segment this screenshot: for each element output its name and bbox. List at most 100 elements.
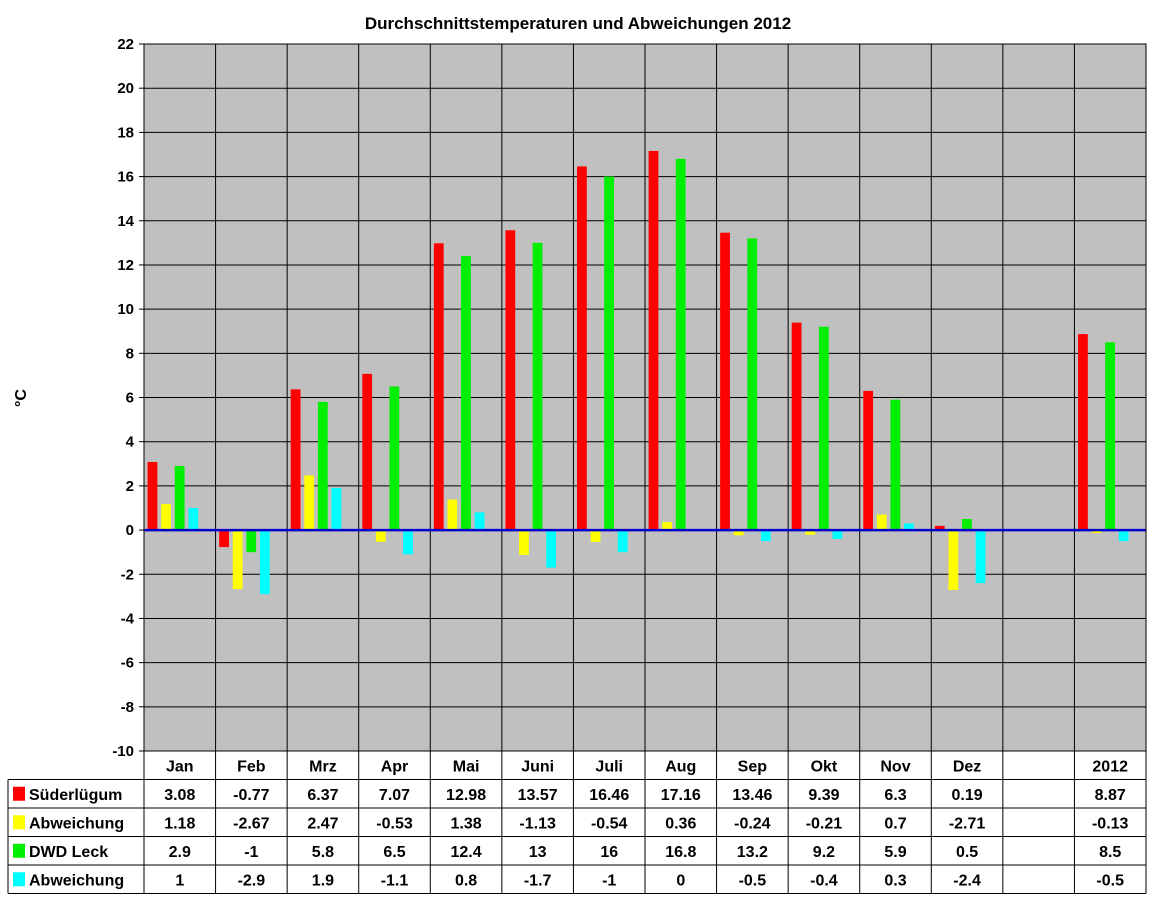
bar-2-aug xyxy=(662,522,672,531)
y-tick-label: 20 xyxy=(117,80,134,97)
table-value: 9.2 xyxy=(813,844,835,861)
table-value: -1.1 xyxy=(381,872,409,889)
y-tick-label: 2 xyxy=(126,478,134,495)
legend-swatch xyxy=(13,786,25,801)
bar-1-jan xyxy=(147,462,158,531)
table-value: 0.19 xyxy=(952,787,983,804)
table-value: 16.46 xyxy=(589,787,629,804)
table-value: 3.08 xyxy=(164,787,195,804)
table-value: 0 xyxy=(676,872,685,889)
bar-1-mai xyxy=(433,243,444,531)
bar-1-mrz xyxy=(290,389,301,531)
table-value: -1.13 xyxy=(519,815,556,832)
y-tick-label: 14 xyxy=(117,213,134,230)
y-tick-label: -2 xyxy=(121,566,134,583)
table-value: -0.4 xyxy=(810,872,838,889)
bar-2-sep xyxy=(733,530,744,536)
bar-2-mrz xyxy=(304,475,315,531)
x-category-label: Aug xyxy=(665,758,696,775)
bar-1-feb xyxy=(219,530,229,548)
bar-4-okt xyxy=(832,530,843,539)
bar-4-dez xyxy=(975,530,986,584)
table-value: -0.13 xyxy=(1092,815,1129,832)
bar-3-mai xyxy=(461,256,471,531)
bar-1-nov xyxy=(863,390,874,531)
bar-2-juli xyxy=(590,530,601,542)
bar-4-nov xyxy=(904,523,914,531)
y-tick-label: -8 xyxy=(121,699,134,716)
y-tick-label: 16 xyxy=(117,169,134,186)
y-tick-label: 10 xyxy=(117,301,134,318)
y-tick-label: -6 xyxy=(121,655,134,672)
table-value: 0.8 xyxy=(455,872,477,889)
bar-2-jan xyxy=(161,503,171,531)
y-tick-label: 22 xyxy=(117,36,134,53)
x-category-label: Okt xyxy=(811,758,838,775)
table-value: 1.18 xyxy=(164,815,195,832)
table-value: 2.47 xyxy=(307,815,338,832)
y-tick-label: 6 xyxy=(126,390,134,407)
y-tick-label: 0 xyxy=(126,522,134,539)
table-value: -2.71 xyxy=(949,815,986,832)
table-value: 13.57 xyxy=(518,787,558,804)
bar-3-dez xyxy=(962,519,972,531)
table-value: 13.2 xyxy=(737,844,768,861)
table-value: 9.39 xyxy=(808,787,839,804)
x-category-label: 2012 xyxy=(1092,758,1128,775)
table-value: 0.36 xyxy=(665,815,696,832)
table-value: 1.38 xyxy=(451,815,482,832)
bar-3-2012 xyxy=(1105,342,1115,531)
table-value: -0.5 xyxy=(739,872,767,889)
table-value: -1.7 xyxy=(524,872,552,889)
bar-3-aug xyxy=(675,158,686,531)
table-value: 8.5 xyxy=(1099,844,1121,861)
y-tick-label: 12 xyxy=(117,257,134,274)
table-value: -0.54 xyxy=(591,815,628,832)
table-value: 12.98 xyxy=(446,787,486,804)
x-category-label: Sep xyxy=(738,758,768,775)
bar-2-apr xyxy=(375,530,386,542)
legend-label: Abweichung xyxy=(29,815,124,832)
table-value: -1 xyxy=(244,844,258,861)
legend-label: Abweichung xyxy=(29,872,124,889)
bar-3-juni xyxy=(532,242,543,531)
table-value: 1.9 xyxy=(312,872,334,889)
table-value: 16 xyxy=(600,844,618,861)
table-value: 5.8 xyxy=(312,844,334,861)
bar-2-2012 xyxy=(1091,530,1102,533)
bar-1-sep xyxy=(720,232,730,531)
legend-swatch xyxy=(13,815,25,830)
bar-2-okt xyxy=(805,530,816,535)
legend-label: DWD Leck xyxy=(29,844,108,861)
x-category-label: Juni xyxy=(521,758,554,775)
table-value: -2.4 xyxy=(953,872,981,889)
bar-4-apr xyxy=(403,530,413,555)
bar-1-2012 xyxy=(1078,334,1088,531)
bar-4-2012 xyxy=(1118,530,1129,542)
bar-3-nov xyxy=(890,399,901,531)
table-value: -1 xyxy=(602,872,616,889)
bar-2-nov xyxy=(876,514,887,531)
data-table: Jan Feb Mrz Apr Mai Juni Juli Aug Sep Okt Nov Dez 20… xyxy=(7,750,1147,894)
x-category-label: Apr xyxy=(381,758,409,775)
bar-1-juni xyxy=(505,230,516,531)
table-value: 7.07 xyxy=(379,787,410,804)
table-value: 6.3 xyxy=(884,787,906,804)
bar-4-juni xyxy=(546,530,557,568)
y-tick-label: -10 xyxy=(112,743,134,760)
bar-3-apr xyxy=(389,386,400,531)
table-value: 12.4 xyxy=(451,844,482,861)
x-category-label: Jan xyxy=(166,758,194,775)
x-category-label: Feb xyxy=(237,758,266,775)
legend-swatch xyxy=(13,843,25,858)
x-category-label: Juli xyxy=(595,758,623,775)
x-category-label: Nov xyxy=(880,758,910,775)
table-value: 5.9 xyxy=(884,844,906,861)
table-value: 13.46 xyxy=(732,787,772,804)
bar-4-juli xyxy=(617,530,628,553)
table-value: -0.53 xyxy=(376,815,413,832)
bar-2-juni xyxy=(519,530,529,556)
bar-2-feb xyxy=(232,530,243,590)
table-value: -0.24 xyxy=(734,815,771,832)
table-value: 6.37 xyxy=(307,787,338,804)
